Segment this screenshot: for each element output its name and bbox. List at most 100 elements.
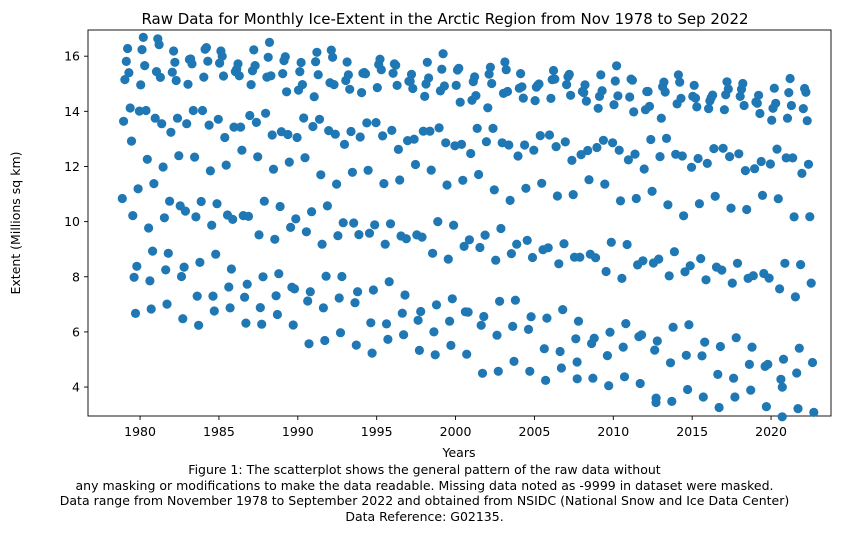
data-point: [744, 359, 755, 369]
data-point: [718, 143, 728, 153]
data-point: [136, 80, 146, 90]
plot-area: 1980 1985 1990 1995 2000 2005 2010 2015 2020 4 6 8…: [64, 29, 832, 439]
data-point: [488, 123, 498, 133]
scatter-chart: Raw Data for Monthly Ice-Extent in the A…: [8, 10, 832, 460]
data-point: [464, 235, 474, 245]
data-point: [437, 64, 447, 74]
data-point: [351, 340, 361, 350]
data-point: [665, 358, 676, 368]
data-point: [337, 271, 347, 282]
data-point: [220, 132, 230, 143]
data-point: [249, 45, 259, 55]
data-point: [660, 87, 670, 97]
data-point: [605, 327, 615, 337]
data-point: [385, 219, 396, 229]
data-point: [303, 296, 313, 306]
data-point: [520, 140, 530, 150]
data-point: [299, 113, 309, 123]
data-point: [282, 87, 292, 97]
data-point: [192, 291, 202, 301]
data-point: [311, 57, 321, 67]
data-point: [342, 57, 352, 67]
data-point: [608, 138, 618, 148]
data-point: [776, 374, 786, 384]
data-point: [546, 93, 556, 103]
data-point: [199, 72, 209, 82]
data-point: [266, 71, 276, 81]
data-point: [527, 252, 538, 263]
data-point: [142, 154, 152, 164]
data-point: [355, 132, 365, 142]
data-point: [643, 86, 653, 97]
data-point: [169, 46, 179, 56]
data-point: [719, 105, 730, 115]
data-point: [163, 248, 173, 258]
data-point: [209, 306, 219, 316]
data-point: [129, 272, 139, 282]
data-point: [347, 167, 357, 177]
data-point: [241, 318, 251, 328]
data-point: [708, 90, 718, 100]
x-tick-label: 1990: [282, 424, 314, 439]
data-point: [207, 220, 217, 230]
data-point: [399, 330, 409, 340]
y-tick-label: 16: [64, 49, 80, 64]
data-point: [312, 47, 322, 57]
data-point: [236, 122, 246, 132]
data-point: [621, 319, 631, 329]
data-point: [732, 258, 743, 268]
data-point: [174, 151, 184, 161]
data-point: [254, 230, 264, 240]
data-point: [208, 291, 218, 301]
data-point: [742, 204, 752, 215]
data-point: [723, 84, 733, 94]
data-point: [171, 75, 181, 86]
data-point: [401, 234, 411, 244]
data-point: [778, 354, 789, 364]
data-point: [726, 203, 736, 213]
data-point: [226, 264, 236, 274]
data-point: [483, 103, 493, 113]
plot-frame: [87, 29, 832, 417]
data-point: [750, 164, 760, 174]
data-point: [451, 80, 461, 90]
data-point: [221, 160, 231, 170]
data-point: [518, 93, 528, 103]
data-point: [146, 304, 156, 314]
data-point: [764, 273, 774, 283]
data-point: [698, 392, 708, 402]
data-point: [410, 159, 421, 170]
data-point: [572, 357, 582, 367]
data-point: [638, 256, 648, 266]
data-point: [203, 56, 213, 66]
data-point: [694, 199, 705, 209]
data-point: [316, 170, 326, 180]
data-point: [357, 88, 367, 98]
data-point: [489, 185, 499, 195]
data-point: [757, 190, 768, 200]
data-point: [686, 162, 697, 172]
data-point: [375, 54, 385, 64]
x-axis-ticks: 1980 1985 1990 1995 2000 2005 2010 2015 2020: [124, 416, 787, 439]
data-point: [476, 320, 486, 330]
x-tick-label: 2000: [440, 424, 472, 439]
data-point: [767, 115, 777, 125]
data-point: [722, 77, 732, 87]
data-point: [233, 59, 243, 69]
data-point: [701, 275, 711, 285]
data-point: [690, 93, 701, 103]
data-point: [655, 152, 665, 162]
data-point: [197, 105, 208, 116]
x-tick-label: 2020: [755, 424, 787, 439]
data-point: [491, 255, 501, 265]
data-point: [268, 164, 279, 174]
data-point: [301, 227, 311, 237]
data-point: [364, 228, 375, 238]
data-point: [313, 70, 323, 80]
data-point: [162, 299, 172, 309]
data-point: [217, 51, 227, 61]
data-point: [544, 130, 555, 140]
data-point: [242, 279, 252, 289]
data-point: [188, 105, 198, 116]
data-point: [442, 180, 452, 190]
